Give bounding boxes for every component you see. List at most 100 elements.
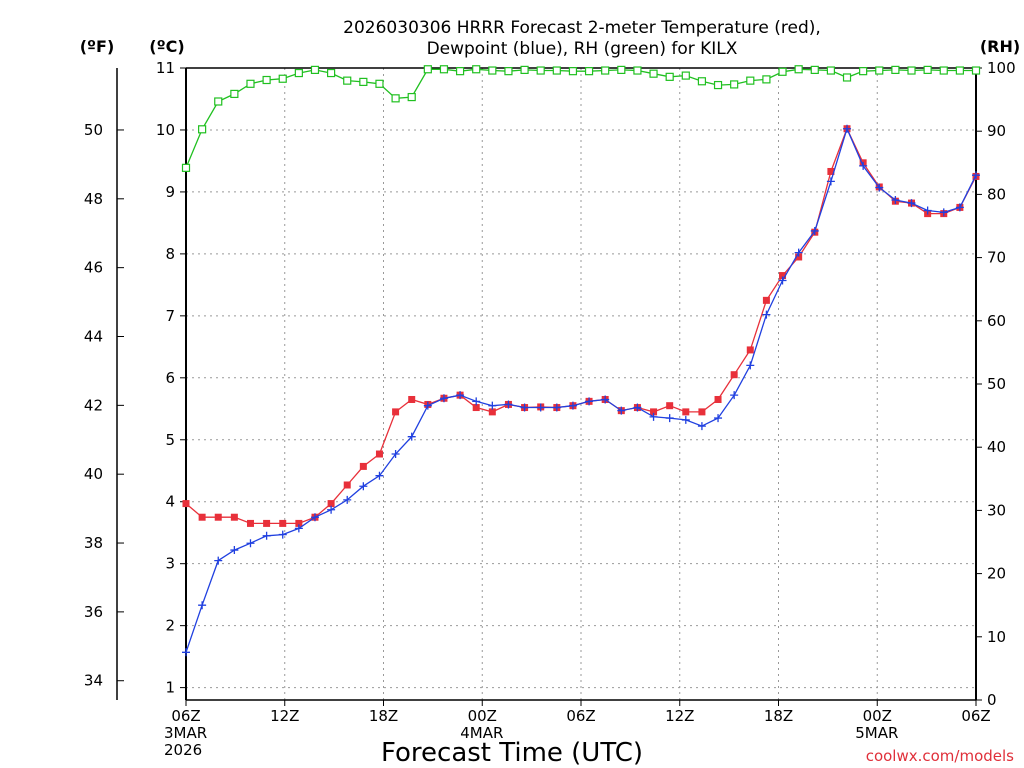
rh-point: [746, 76, 755, 85]
temperature-point: [230, 513, 238, 521]
rh-tick-label: 20: [987, 565, 1006, 583]
dewpoint-point: [407, 432, 416, 441]
fahrenheit-tick-label: 46: [84, 259, 103, 277]
fahrenheit-tick-label: 48: [84, 190, 103, 208]
rh-point: [584, 67, 594, 76]
temperature-point: [488, 408, 496, 416]
dewpoint-point: [714, 414, 723, 423]
rh-point: [842, 73, 852, 82]
temperature-point: [698, 408, 706, 416]
dewpoint-point: [697, 422, 706, 431]
rh-point: [907, 66, 916, 75]
rh-point: [810, 65, 819, 74]
rh-point: [504, 67, 513, 76]
dewpoint-point: [456, 391, 465, 400]
grid-lines: [186, 67, 976, 700]
dewpoint-point: [262, 531, 271, 540]
celsius-tick-label: 5: [165, 431, 175, 449]
x-axis-title: Forecast Time (UTC): [381, 738, 643, 768]
rh-point: [214, 97, 223, 106]
rh-point: [198, 125, 207, 134]
temperature-point: [714, 395, 722, 403]
rh-point: [423, 65, 432, 74]
rh-point: [455, 67, 465, 76]
fahrenheit-tick-label: 40: [84, 465, 103, 483]
celsius-tick-label: 9: [165, 183, 175, 201]
temperature-point: [263, 519, 271, 527]
rh-point: [520, 65, 529, 74]
x-tick-label: 00Z: [863, 707, 892, 725]
celsius-tick-label: 6: [165, 369, 175, 387]
temperature-point: [359, 462, 367, 470]
rh-tick-label: 70: [987, 249, 1006, 267]
dewpoint-point: [875, 183, 884, 192]
x-tick-label: 18Z: [764, 707, 793, 725]
temperature-point: [295, 519, 303, 527]
rh-point: [262, 75, 271, 85]
rh-point: [359, 77, 368, 87]
x-tick-label: 4MAR: [460, 724, 503, 742]
dewpoint-point: [730, 391, 739, 400]
rh-point: [939, 66, 948, 75]
dewpoint-point: [923, 206, 932, 215]
temperature-point: [795, 253, 803, 261]
dewpoint-point: [504, 400, 513, 409]
temperature-point: [198, 513, 206, 521]
rh-point: [181, 163, 191, 172]
x-tick-label: 00Z: [468, 707, 497, 725]
rh-point: [391, 94, 400, 103]
data-series: [181, 65, 981, 657]
rh-point: [697, 77, 707, 86]
x-tick-label: 06Z: [961, 707, 990, 725]
dewpoint-point: [423, 401, 432, 410]
rh-point: [246, 79, 255, 88]
rh-tick-label: 100: [987, 59, 1016, 77]
dewpoint-point: [488, 401, 497, 410]
fahrenheit-tick-label: 36: [84, 603, 103, 621]
x-tick-label: 12Z: [665, 707, 694, 725]
temperature-point: [214, 513, 222, 521]
rh-tick-label: 0: [987, 691, 997, 709]
celsius-axis-label: (ºC): [149, 37, 184, 56]
dewpoint-point: [585, 397, 594, 406]
x-tick-label: 06Z: [171, 707, 200, 725]
rh-point: [649, 69, 658, 78]
rh-point: [826, 66, 835, 75]
dewpoint-point: [955, 203, 964, 212]
rh-axis-label: (RH): [980, 37, 1020, 56]
fahrenheit-tick-label: 34: [84, 672, 103, 690]
fahrenheit-tick-label: 44: [84, 327, 103, 345]
rh-tick-label: 50: [987, 375, 1006, 393]
fahrenheit-axis-label: (ºF): [80, 37, 115, 56]
rh-point: [536, 66, 545, 75]
chart-title-line-1: 2026030306 HRRR Forecast 2-meter Tempera…: [343, 18, 821, 38]
dewpoint-point: [891, 195, 900, 204]
rh-point: [294, 68, 303, 78]
x-tick-label: 5MAR: [855, 724, 898, 742]
celsius-tick-label: 11: [156, 59, 175, 77]
rh-point: [778, 67, 787, 76]
rh-point: [633, 66, 642, 75]
dewpoint-point: [439, 394, 448, 403]
rh-point: [552, 66, 561, 75]
dewpoint-point: [375, 471, 384, 480]
temperature-point: [375, 450, 383, 458]
dewpoint-point: [327, 505, 336, 514]
rh-point: [762, 75, 771, 84]
dewpoint-point: [343, 495, 352, 504]
dewpoint-point: [601, 395, 610, 404]
dewpoint-point: [246, 539, 255, 548]
dewpoint-point: [843, 124, 852, 133]
dewpoint-point: [778, 276, 787, 285]
dewpoint-point: [391, 450, 400, 459]
rh-point: [439, 65, 449, 74]
dewpoint-line: [185, 126, 977, 653]
x-tick-label: 12Z: [270, 707, 299, 725]
dewpoint-point: [552, 403, 561, 412]
dewpoint-point: [536, 403, 545, 412]
rh-point: [665, 72, 674, 81]
temperature-point: [682, 408, 690, 416]
fahrenheit-tick-label: 42: [84, 396, 103, 414]
dewpoint-point: [520, 403, 529, 412]
temperature-point: [730, 371, 738, 379]
